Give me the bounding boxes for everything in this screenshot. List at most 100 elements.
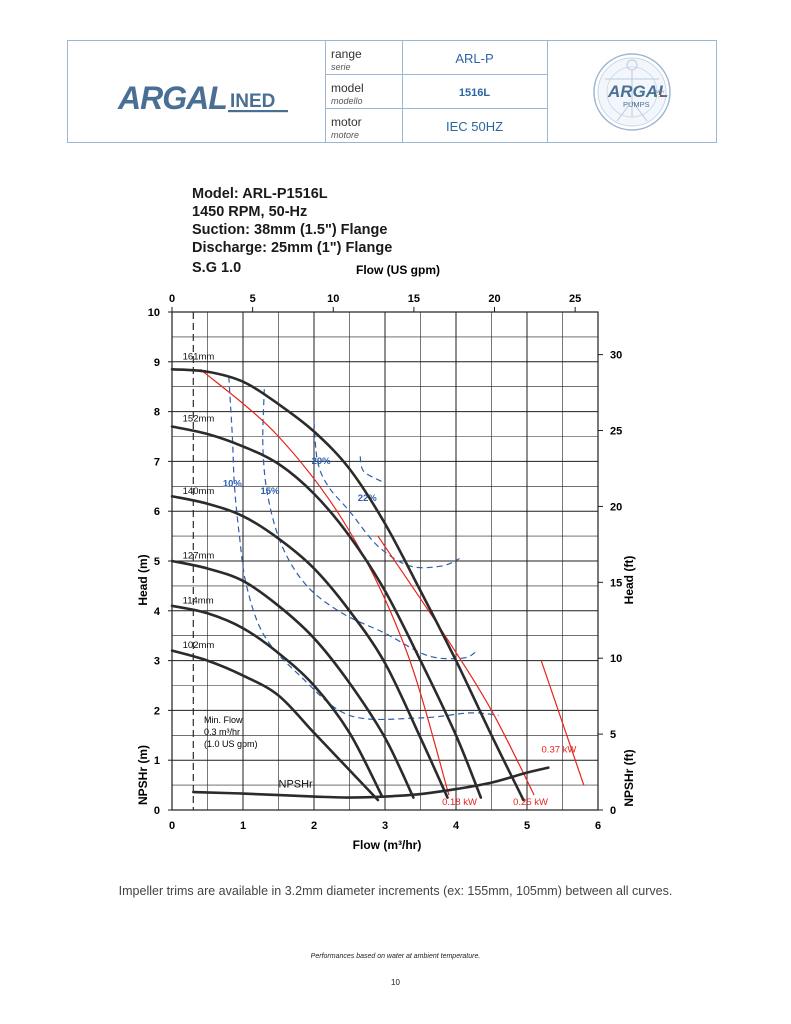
range-value: ARL-P (455, 51, 494, 66)
badge-cell: ARGAL PUMPS ITALY (547, 41, 717, 142)
motor-label: motor (331, 115, 362, 129)
efficiency-contour (262, 389, 478, 660)
x2-tick-label: 10 (327, 293, 339, 305)
head-curve (170, 649, 380, 802)
npshr-label: NPSHr (279, 779, 314, 791)
curve-label: 152mm (183, 414, 215, 425)
head-curve (170, 604, 383, 797)
power-line (540, 660, 585, 786)
efficiency-label: 20% (312, 456, 332, 467)
head-curve (170, 425, 483, 799)
npsh-left-label: NPSHr (m) (136, 745, 150, 805)
value-column: ARL-P 1516L IEC 50HZ (402, 41, 548, 142)
model-label: model (331, 81, 364, 95)
power-label: 0.37 kW (542, 745, 577, 756)
x-tick-label: 0 (169, 820, 175, 832)
chart-grid (171, 311, 599, 811)
curve-label: 140mm (183, 486, 215, 497)
head-curves: 161mm 152mm 140mm 127mm 114mm 102mm NPSHr (170, 351, 550, 802)
motor-value: IEC 50HZ (445, 119, 504, 134)
y2-tick-label: 0 (610, 805, 616, 817)
power-line (200, 368, 450, 796)
x-tick-label: 6 (595, 820, 601, 832)
y-tick-label: 5 (154, 556, 160, 568)
y-tick-label: 8 (154, 407, 160, 419)
x2-tick-label: 5 (250, 293, 256, 305)
y-axis-label: Head (m) (136, 554, 150, 605)
page-number: 10 (391, 978, 400, 987)
y2-tick-label: 25 (610, 426, 622, 438)
svg-text:INED: INED (230, 91, 275, 112)
argal-pumps-badge: ARGAL PUMPS ITALY (593, 53, 671, 131)
motor-label-row: motor motore (325, 109, 402, 143)
model-value: 1516L (458, 87, 491, 99)
x2-tick-label: 20 (488, 293, 500, 305)
x-tick-label: 5 (524, 820, 530, 832)
efficiency-label: 15% (260, 486, 280, 497)
x-tick-label: 2 (311, 820, 317, 832)
chart-labels: Flow (US gpm) Flow (m³/hr) Head (m) NPSH… (136, 263, 636, 852)
x2-tick-label: 25 (569, 293, 581, 305)
y-tick-label: 7 (154, 456, 160, 468)
badge-text: ARGAL (607, 82, 668, 101)
y-tick-label: 0 (154, 805, 160, 817)
x2-axis-label: Flow (US gpm) (356, 263, 440, 277)
range-label: range (331, 47, 362, 61)
min-flow-line3: (1.0 US gpm) (204, 739, 258, 749)
badge-sub: PUMPS (623, 100, 650, 109)
min-flow-line2: 0.3 m³/hr (204, 727, 240, 737)
x2-tick-label: 0 (169, 293, 175, 305)
y-tick-label: 4 (154, 606, 161, 618)
efficiency-label: 10% (223, 478, 243, 489)
efficiency-contour (228, 376, 499, 721)
spec-discharge: Discharge: 25mm (1") Flange (192, 240, 393, 256)
spec-sg: S.G 1.0 (192, 260, 242, 276)
head-curve (170, 559, 415, 799)
power-line (377, 535, 535, 796)
efficiency-contours: 10% 15% 20% 22% (223, 376, 499, 721)
head-curve (170, 367, 525, 802)
power-label: 0.25 kW (513, 797, 548, 808)
label-column: range serie model modello motor motore (325, 41, 403, 142)
head-curve (170, 494, 449, 799)
y-tick-label: 3 (154, 656, 160, 668)
motor-label-it: motore (331, 130, 360, 140)
curve-label: 127mm (183, 551, 215, 562)
model-label-row: model modello (325, 75, 402, 109)
x2-tick-label: 15 (408, 293, 420, 305)
x-axis-label: Flow (m³/hr) (353, 838, 422, 852)
spec-speed: 1450 RPM, 50-Hz (192, 204, 308, 220)
power-label: 0.18 kW (442, 797, 477, 808)
logo-cell: ARGAL INED (68, 41, 326, 142)
y2-tick-label: 5 (610, 729, 616, 741)
min-flow-line1: Min. Flow (204, 715, 243, 725)
performance-note: Performances based on water at ambient t… (310, 953, 481, 960)
range-label-it: serie (331, 62, 351, 72)
y-tick-label: 6 (154, 506, 160, 518)
badge-country: ITALY (654, 89, 665, 94)
y2-tick-label: 20 (610, 501, 622, 513)
efficiency-contour (313, 421, 460, 569)
efficiency-label: 22% (358, 493, 378, 504)
y-tick-label: 10 (148, 307, 160, 319)
x-tick-label: 1 (240, 820, 246, 832)
x-tick-label: 4 (453, 820, 460, 832)
spec-model: Model: ARL-P1516L (192, 186, 328, 202)
curve-label: 102mm (183, 640, 215, 651)
x-tick-label: 3 (382, 820, 388, 832)
efficiency-contour (359, 456, 382, 482)
y2-axis-label: Head (ft) (622, 556, 636, 605)
y-tick-label: 9 (154, 357, 160, 369)
power-lines: 0.18 kW 0.25 kW 0.37 kW (200, 368, 585, 808)
impeller-trim-note: Impeller trims are available in 3.2mm di… (118, 884, 673, 898)
spec-suction: Suction: 38mm (1.5") Flange (192, 222, 388, 238)
svg-text:ARGAL: ARGAL (117, 80, 227, 116)
y-tick-label: 2 (154, 705, 160, 717)
curve-label: 114mm (183, 595, 214, 606)
npsh-right-label: NPSHr (ft) (622, 749, 636, 806)
npshr-curve (192, 766, 550, 799)
y-tick-label: 1 (154, 755, 160, 767)
header-table: ARGAL INED range serie model modello mot… (67, 40, 717, 143)
range-label-row: range serie (325, 41, 402, 75)
